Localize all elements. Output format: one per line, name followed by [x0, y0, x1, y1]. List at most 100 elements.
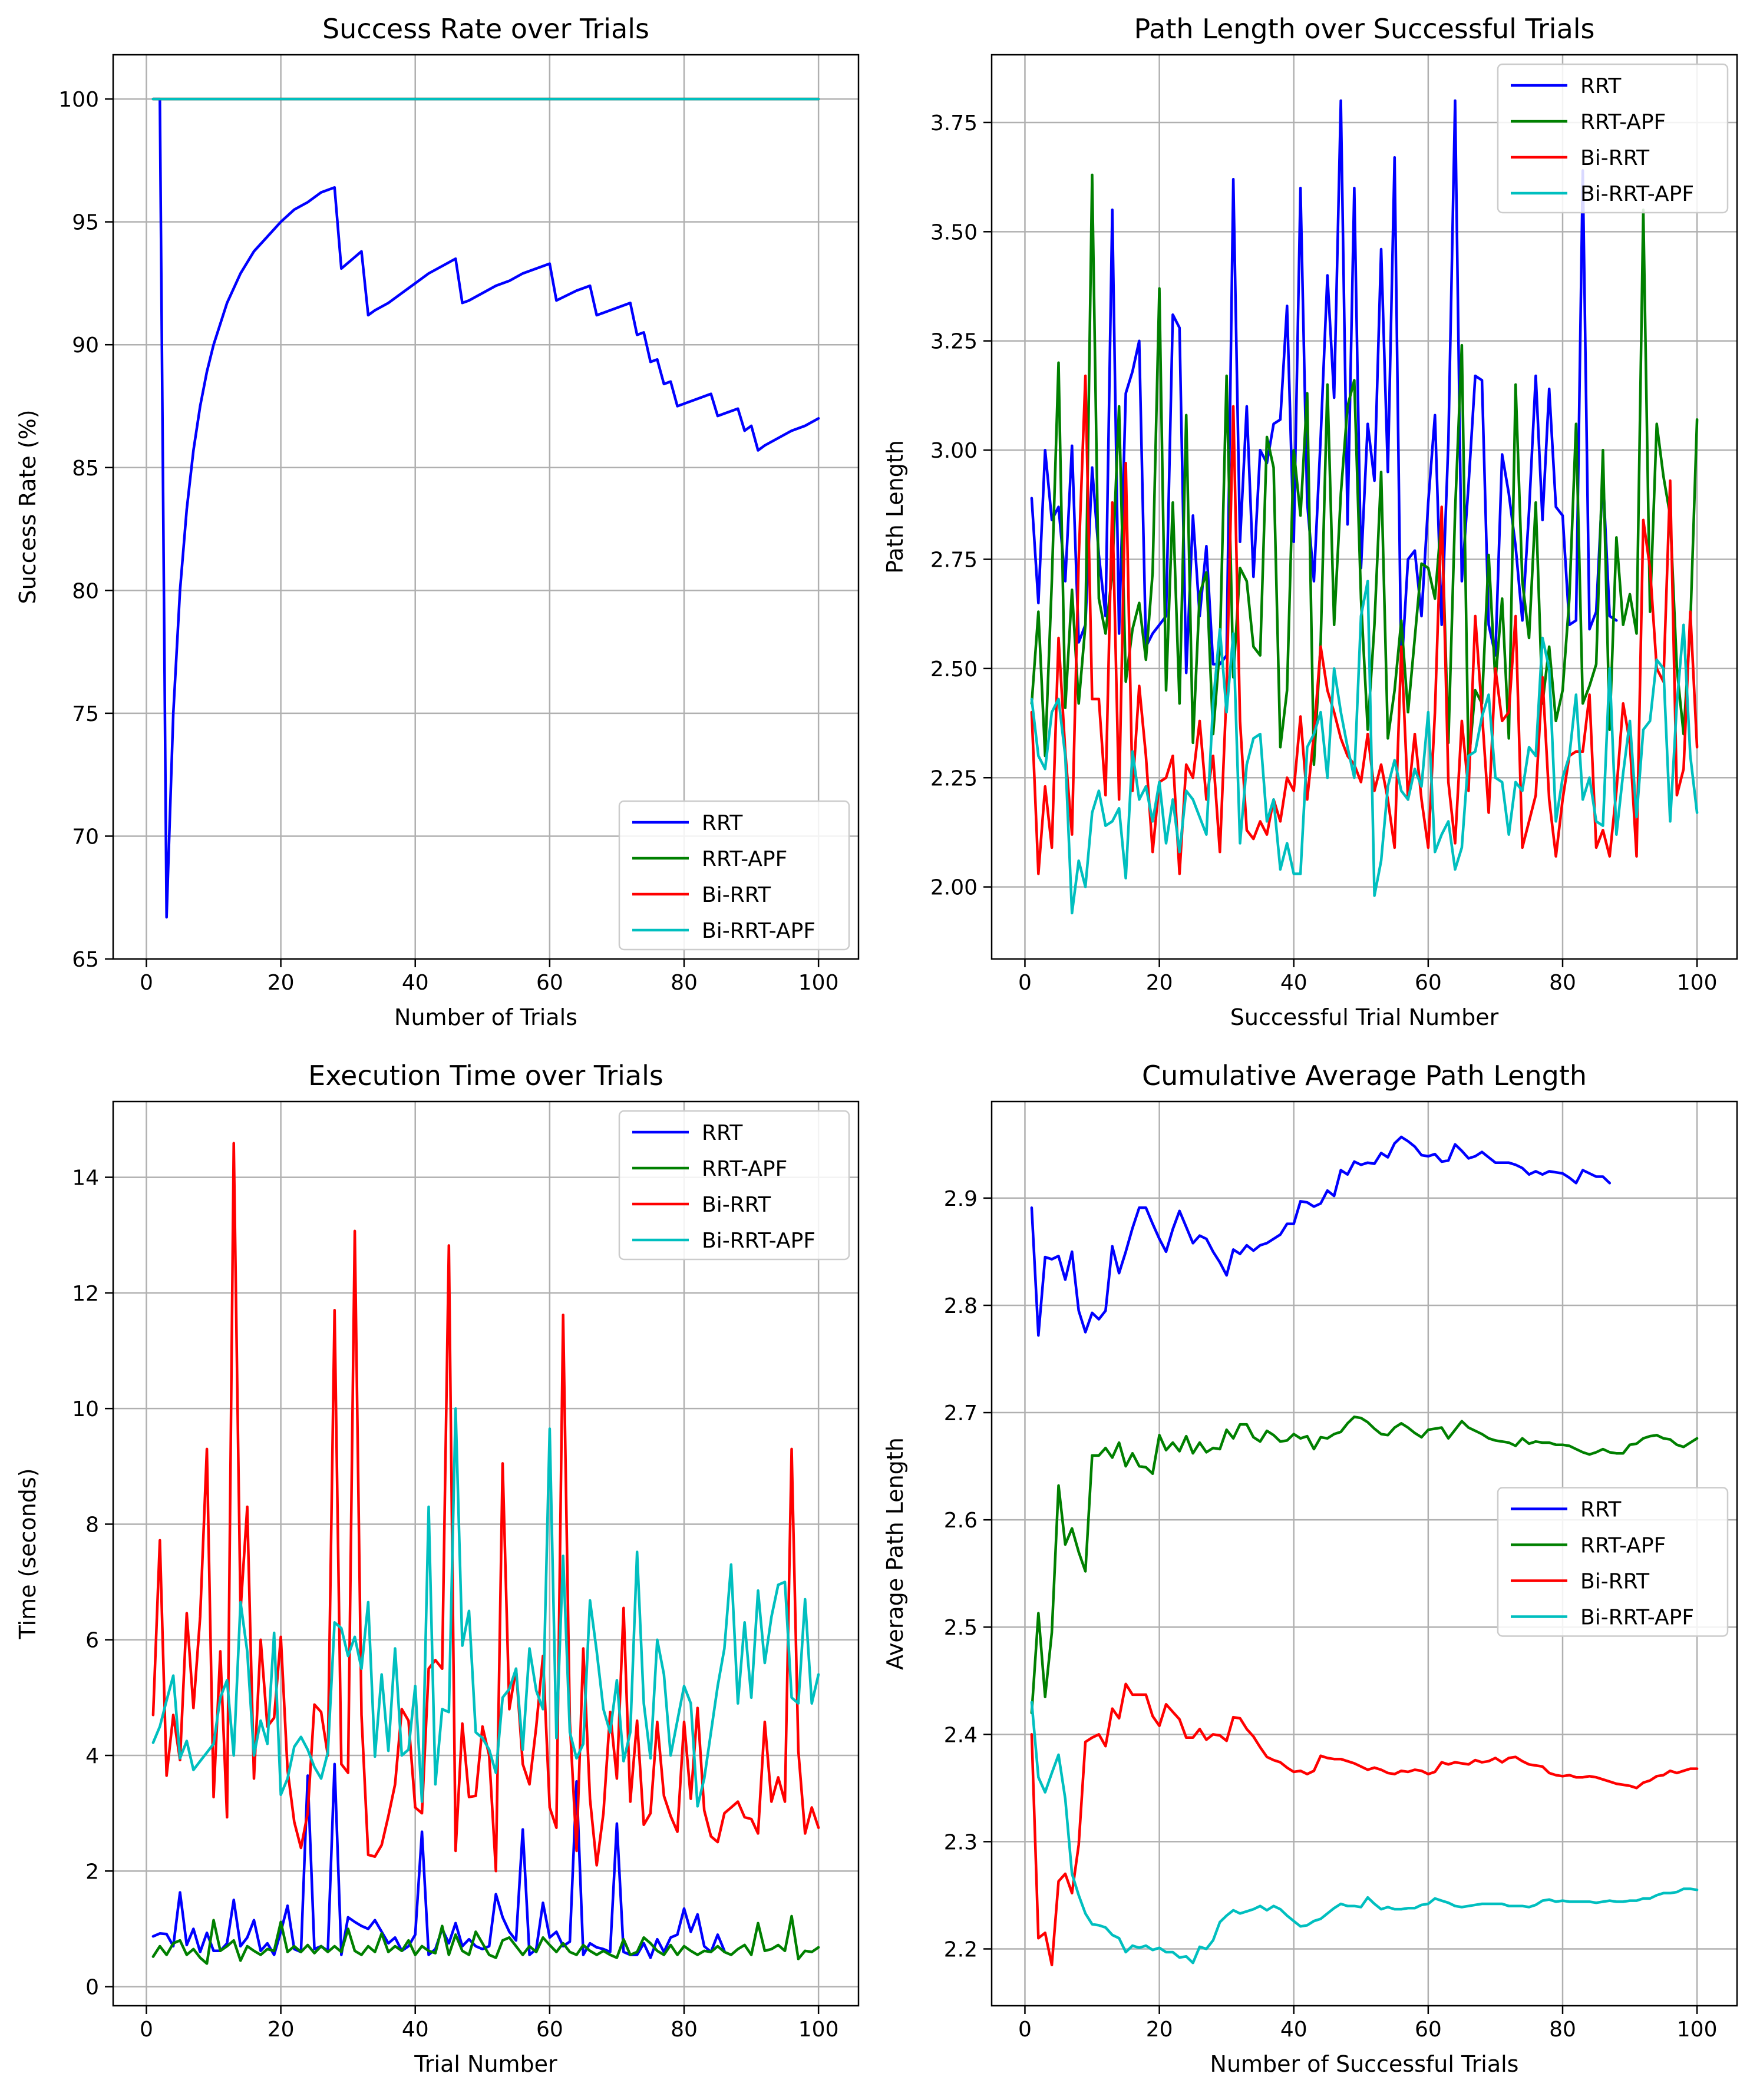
legend-label-bi-rrt-apf: Bi-RRT-APF — [1580, 182, 1694, 206]
series-line-rrt-apf — [1030, 1416, 1699, 1715]
series-group — [151, 1142, 820, 1965]
y-tick-label: 75 — [72, 702, 99, 726]
x-tick-label: 80 — [671, 2018, 698, 2042]
y-tick-label: 2 — [85, 1860, 99, 1884]
x-tick-label: 80 — [1549, 2018, 1576, 2042]
x-tick-label: 60 — [536, 971, 563, 995]
y-tick-label: 70 — [72, 825, 99, 849]
series-group — [151, 97, 820, 919]
x-tick-label: 80 — [671, 971, 698, 995]
x-tick-label: 40 — [402, 971, 429, 995]
series-line-rrt — [1030, 99, 1618, 674]
legend: RRT RRT-APF Bi-RRT Bi-RRT-APF — [618, 1110, 850, 1261]
axes-frame — [112, 1100, 860, 2007]
y-tick-label: 3.50 — [930, 220, 978, 244]
legend-label-bi-rrt: Bi-RRT — [1580, 1570, 1650, 1594]
y-tick-label: 10 — [72, 1397, 99, 1421]
y-tick-label: 3.00 — [930, 439, 978, 463]
x-tick-label: 80 — [1549, 971, 1576, 995]
legend-label-bi-rrt-apf: Bi-RRT-APF — [702, 919, 815, 943]
chart-panel-3: 0 20 40 60 80 100 0 2 4 6 8 10 12 14 Execution Time ov… — [15, 1060, 860, 2077]
legend-label-rrt: RRT — [702, 811, 743, 835]
y-axis-label: Average Path Length — [882, 1437, 908, 1670]
x-tick-label: 100 — [1677, 971, 1718, 995]
x-tick-label: 20 — [1146, 971, 1173, 995]
x-tick-label: 40 — [1280, 2018, 1307, 2042]
x-tick-label: 40 — [1280, 971, 1307, 995]
y-tick-label: 4 — [85, 1744, 99, 1768]
y-tick-label: 2.4 — [944, 1723, 978, 1747]
y-tick-label: 0 — [85, 1976, 99, 2000]
series-line-bi-rrt — [1030, 1682, 1699, 1967]
y-tick-label: 8 — [85, 1513, 99, 1537]
y-tick-label: 2.3 — [944, 1830, 978, 1854]
series-line-rrt — [151, 97, 820, 919]
y-tick-label: 3.75 — [930, 111, 978, 135]
y-tick-label: 2.6 — [944, 1509, 978, 1533]
x-tick-label: 60 — [536, 2018, 563, 2042]
series-line-bi-rrt — [1030, 374, 1699, 875]
y-tick-label: 14 — [72, 1166, 99, 1190]
y-tick-label: 80 — [72, 579, 99, 603]
chart-title: Success Rate over Trials — [322, 13, 649, 45]
axes-frame — [112, 54, 860, 960]
chart-panel-4: 0 20 40 60 80 100 2.2 2.3 2.4 2.5 2.6 2.7 2.8 2.9 Cumu… — [882, 1060, 1738, 2077]
x-tick-label: 0 — [140, 2018, 153, 2042]
legend-label-rrt-apf: RRT-APF — [702, 847, 787, 871]
grid-lines — [992, 1102, 1737, 2006]
x-axis-label: Trial Number — [414, 2051, 557, 2077]
legend: RRT RRT-APF Bi-RRT Bi-RRT-APF — [1497, 63, 1729, 214]
legend-frame — [1497, 1487, 1729, 1637]
legend-frame — [1497, 63, 1729, 214]
series-line-bi-rrt-apf — [1030, 1701, 1699, 1965]
x-tick-label: 100 — [1677, 2018, 1718, 2042]
legend-frame — [618, 800, 850, 951]
x-axis-label: Number of Successful Trials — [1210, 2051, 1519, 2077]
legend-label-bi-rrt: Bi-RRT — [702, 883, 771, 907]
legend-label-rrt: RRT — [1580, 1498, 1622, 1522]
series-line-rrt-apf — [1030, 173, 1699, 766]
y-tick-label: 95 — [72, 211, 99, 235]
x-tick-label: 100 — [798, 2018, 839, 2042]
axes-frame — [990, 54, 1738, 960]
x-tick-label: 40 — [402, 2018, 429, 2042]
chart-title: Path Length over Successful Trials — [1134, 13, 1594, 45]
y-axis-label: Time (seconds) — [15, 1468, 41, 1639]
legend-label-bi-rrt: Bi-RRT — [1580, 146, 1650, 170]
y-tick-label: 2.50 — [930, 657, 978, 682]
legend-label-rrt: RRT — [1580, 74, 1622, 98]
y-tick-label: 2.9 — [944, 1187, 978, 1211]
x-tick-label: 20 — [268, 971, 295, 995]
x-tick-label: 60 — [1415, 2018, 1442, 2042]
y-tick-label: 2.8 — [944, 1294, 978, 1318]
series-line-bi-rrt — [151, 1142, 820, 1873]
series-line-rrt — [1030, 1135, 1612, 1337]
x-tick-label: 0 — [140, 971, 153, 995]
y-tick-label: 2.25 — [930, 766, 978, 791]
legend-frame — [618, 1110, 850, 1261]
y-tick-label: 12 — [72, 1282, 99, 1306]
series-group — [1030, 1135, 1699, 1967]
y-tick-label: 65 — [72, 948, 99, 972]
chart-panel-2: 0 20 40 60 80 100 2.00 2.25 2.50 2.75 3.00 3.25 3.50… — [882, 13, 1738, 1030]
y-axis-label: Path Length — [882, 440, 908, 574]
y-tick-label: 6 — [85, 1629, 99, 1653]
x-tick-label: 20 — [1146, 2018, 1173, 2042]
x-tick-label: 0 — [1018, 2018, 1032, 2042]
legend-label-rrt: RRT — [702, 1121, 743, 1145]
chart-title: Execution Time over Trials — [308, 1060, 663, 1092]
y-tick-label: 2.75 — [930, 548, 978, 572]
series-line-bi-rrt-apf — [1030, 580, 1699, 915]
axes-frame — [990, 1100, 1738, 2007]
chart-title: Cumulative Average Path Length — [1142, 1060, 1587, 1092]
legend-label-rrt-apf: RRT-APF — [1580, 110, 1666, 134]
series-group — [1030, 99, 1699, 915]
legend-label-bi-rrt-apf: Bi-RRT-APF — [702, 1229, 815, 1253]
y-tick-label: 85 — [72, 457, 99, 481]
series-line-bi-rrt-apf — [151, 1407, 820, 1808]
legend: RRT RRT-APF Bi-RRT Bi-RRT-APF — [1497, 1487, 1729, 1637]
y-tick-label: 2.00 — [930, 876, 978, 900]
legend-label-bi-rrt: Bi-RRT — [702, 1193, 771, 1217]
legend-label-rrt-apf: RRT-APF — [1580, 1534, 1666, 1558]
